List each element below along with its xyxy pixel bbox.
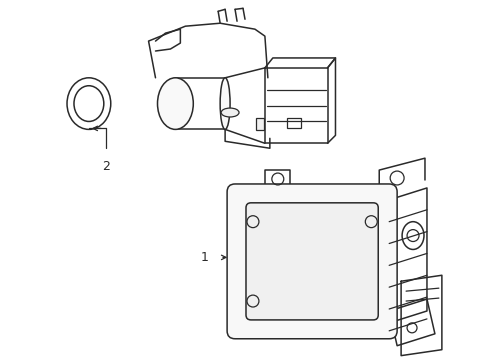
Text: 1: 1 — [200, 251, 208, 264]
Bar — [256, 118, 264, 130]
Bar — [287, 118, 301, 129]
Ellipse shape — [221, 108, 239, 117]
Text: 2: 2 — [102, 160, 110, 173]
FancyBboxPatch shape — [227, 184, 397, 339]
FancyBboxPatch shape — [246, 203, 378, 320]
Ellipse shape — [157, 78, 193, 129]
Ellipse shape — [220, 78, 230, 129]
